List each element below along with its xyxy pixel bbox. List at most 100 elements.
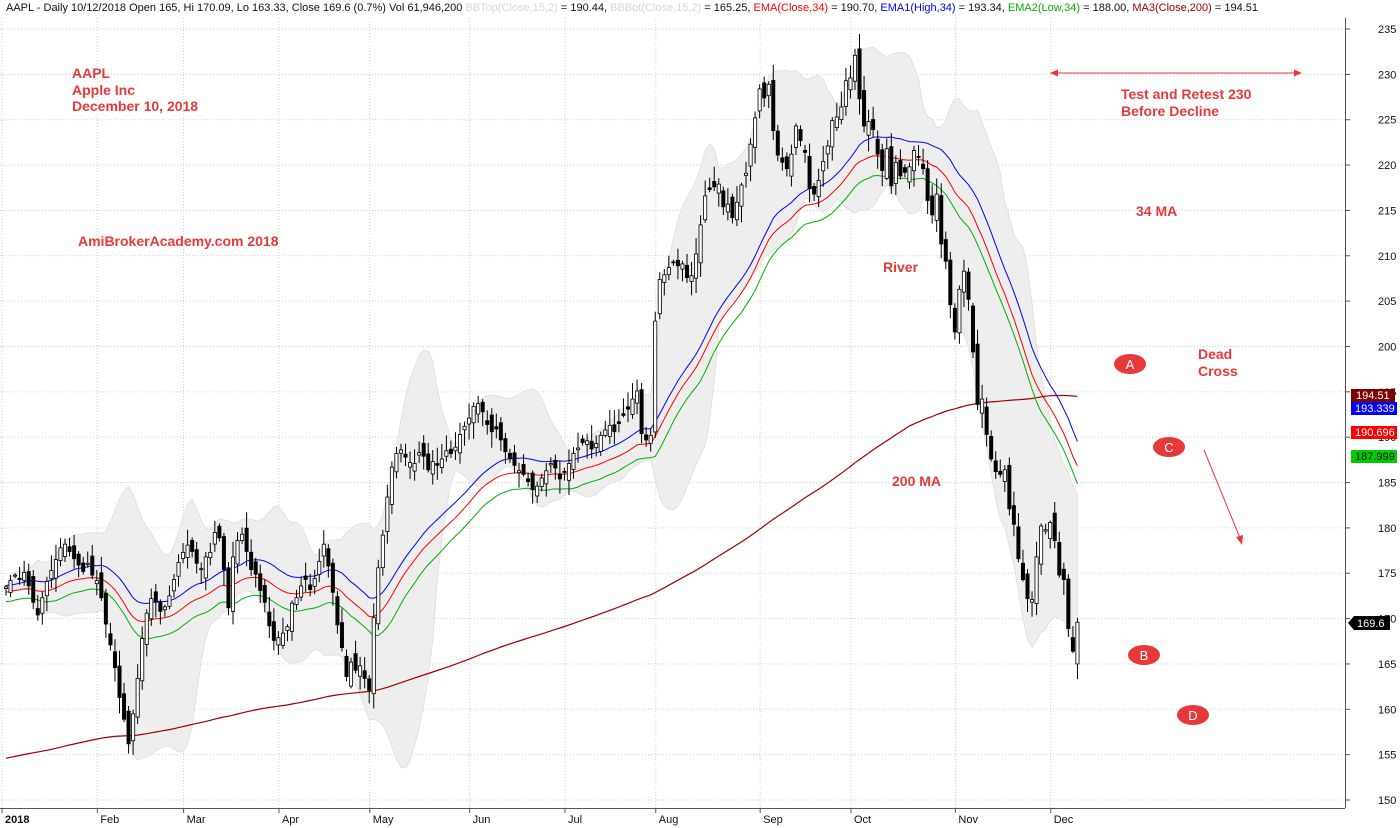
- candle: [948, 251, 953, 319]
- candle: [1066, 574, 1071, 637]
- candle-up: [299, 585, 304, 598]
- candle: [766, 81, 771, 109]
- candle: [285, 624, 290, 642]
- badge-ma200: 194.51: [1351, 389, 1395, 402]
- candle-up: [240, 533, 245, 541]
- candle-up: [566, 463, 571, 481]
- candle: [553, 454, 558, 480]
- candle: [53, 544, 58, 592]
- candle-down: [267, 611, 272, 627]
- candle-up: [594, 443, 599, 448]
- candle-down: [126, 710, 131, 745]
- header-bbtop-value: = 190.44,: [558, 2, 610, 14]
- candle: [240, 527, 245, 544]
- y-tick-label: 175: [1378, 568, 1396, 580]
- candle: [131, 709, 136, 755]
- candle: [149, 588, 154, 626]
- candle: [648, 428, 653, 452]
- candle-up: [748, 143, 753, 167]
- candle: [544, 462, 549, 497]
- candle: [989, 430, 994, 462]
- candle-down: [1016, 526, 1021, 560]
- annotation-watermark: AmiBrokerAcademy.com 2018: [78, 233, 279, 249]
- candle: [789, 144, 794, 187]
- candle-up: [689, 275, 694, 282]
- candle: [748, 138, 753, 182]
- badge-close: 169.6: [1348, 616, 1390, 630]
- candle-up: [544, 470, 549, 485]
- candle: [848, 65, 853, 99]
- candle-down: [993, 460, 998, 473]
- candle: [984, 397, 989, 447]
- candle-down: [503, 438, 508, 453]
- month-label: Jun: [473, 814, 491, 826]
- candle-up: [789, 153, 794, 177]
- candle: [580, 434, 585, 446]
- annotation-dead: Dead: [1198, 346, 1232, 362]
- candle-up: [471, 405, 476, 424]
- candle-down: [262, 585, 267, 603]
- candle-up: [4, 586, 9, 589]
- candle-down: [775, 130, 780, 156]
- marker-a: A: [1114, 354, 1146, 374]
- candle: [99, 556, 104, 601]
- candle: [503, 432, 508, 464]
- candle: [902, 164, 907, 178]
- candle-down: [857, 48, 862, 100]
- candle-up: [834, 116, 839, 128]
- candle: [4, 584, 9, 596]
- candle-down: [1025, 573, 1030, 600]
- candle-up: [140, 638, 145, 682]
- candle: [775, 124, 780, 162]
- candle: [40, 591, 45, 625]
- candle: [1057, 531, 1062, 578]
- candle-down: [721, 190, 726, 208]
- candle-up: [734, 201, 739, 221]
- month-label: Oct: [854, 814, 871, 826]
- candle: [530, 470, 535, 504]
- candle: [630, 383, 635, 419]
- y-tick-label: 160: [1378, 704, 1396, 716]
- candle-up: [44, 580, 49, 597]
- month-label: Dec: [1054, 814, 1074, 826]
- candle: [457, 422, 462, 464]
- y-tick-label: 225: [1378, 115, 1396, 127]
- candle-up: [417, 452, 422, 456]
- candle-up: [757, 88, 762, 112]
- candle-down: [862, 90, 867, 127]
- candle: [880, 143, 885, 187]
- candle-down: [562, 470, 567, 473]
- y-tick-label: 185: [1378, 478, 1396, 490]
- candle-down: [616, 421, 621, 424]
- candle-up: [181, 551, 186, 559]
- header-ema2: EMA2(Low,34): [1008, 2, 1080, 14]
- candle: [435, 447, 440, 480]
- y-tick-label: 205: [1378, 296, 1396, 308]
- candle-down: [530, 472, 535, 491]
- candle: [825, 140, 830, 170]
- candle: [943, 231, 948, 270]
- candle: [317, 548, 322, 583]
- candle-up: [389, 466, 394, 505]
- candle-up: [1075, 621, 1080, 665]
- candle-down: [72, 545, 77, 560]
- candle-down: [803, 149, 808, 153]
- candle: [834, 102, 839, 132]
- annotation-company: Apple Inc: [72, 82, 135, 98]
- marker-d: D: [1177, 705, 1209, 725]
- candle-down: [67, 546, 72, 552]
- candle-up: [349, 661, 354, 687]
- candle: [162, 604, 167, 617]
- candle: [662, 268, 667, 296]
- candle: [467, 403, 472, 440]
- candle: [739, 182, 744, 223]
- candle-down: [989, 435, 994, 460]
- candle: [585, 433, 590, 459]
- candle: [344, 649, 349, 682]
- candle: [380, 529, 385, 576]
- candle-up: [1043, 529, 1048, 532]
- candle: [603, 420, 608, 438]
- candle-up: [457, 434, 462, 454]
- candle: [398, 443, 403, 463]
- candle-down: [925, 168, 930, 201]
